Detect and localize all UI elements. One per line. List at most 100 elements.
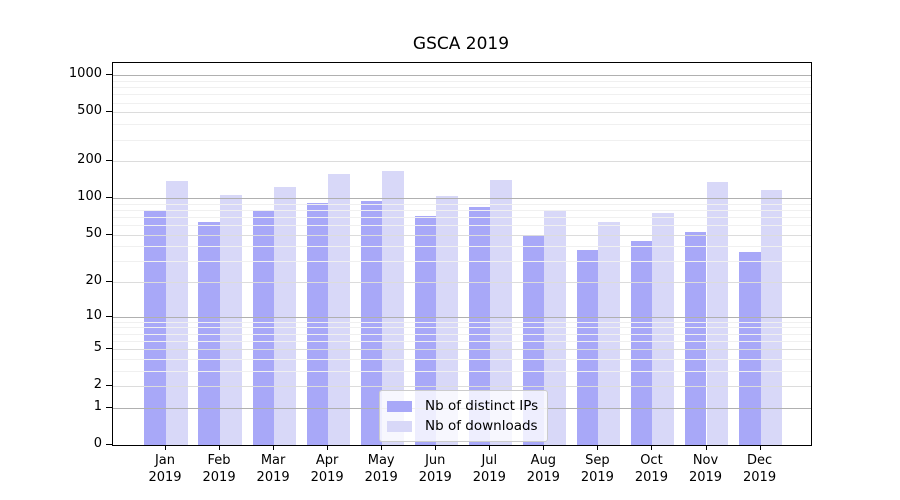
y-tick-500: [106, 111, 112, 113]
x-tick-label-nov-2019: Nov 2019: [688, 453, 723, 485]
x-tick-label-jun-2019: Jun 2019: [418, 453, 452, 485]
y-tick-label-20: 20: [85, 273, 102, 289]
legend-label-distinct-ips: Nb of distinct IPs: [425, 398, 539, 414]
gridline-500: [113, 112, 811, 114]
x-tick-label-sep-2019: Sep 2019: [580, 453, 614, 485]
y-tick-100: [106, 197, 112, 199]
minor-gridline-9: [113, 321, 811, 323]
y-tick-0: [106, 444, 112, 445]
legend-swatch-distinct-ips: [387, 400, 412, 412]
gridline-100: [113, 198, 811, 200]
x-tick-label-jul-2019: Jul 2019: [472, 453, 506, 485]
y-tick-label-0: 0: [93, 436, 102, 451]
x-tick-label-may-2019: May 2019: [364, 453, 398, 485]
minor-gridline-70: [113, 216, 811, 218]
y-tick-label-10: 10: [85, 307, 102, 323]
bar-apr-2019-downloads: [328, 173, 350, 445]
y-tick-label-200: 200: [77, 152, 102, 168]
x-tick-label-oct-2019: Oct 2019: [634, 453, 668, 485]
gridline-50: [113, 234, 811, 236]
x-tick-label-dec-2019: Dec 2019: [743, 453, 777, 485]
legend-item-distinct-ips: Nb of distinct IPs: [387, 396, 538, 416]
bar-nov-2019-downloads: [706, 182, 729, 445]
y-tick-label-1000: 1000: [68, 66, 102, 82]
minor-gridline-400: [113, 124, 811, 126]
minor-gridline-6: [113, 340, 811, 342]
bar-feb-2019-downloads: [220, 194, 242, 445]
y-tick-20: [106, 281, 112, 283]
bar-feb-2019-distinct-ips: [198, 222, 221, 445]
x-tick-sep-2019: [597, 445, 599, 450]
gridline-200: [113, 161, 811, 163]
y-tick-label-5: 5: [93, 340, 102, 356]
bar-sep-2019-downloads: [598, 221, 620, 445]
x-tick-feb-2019: [219, 445, 221, 450]
x-tick-jun-2019: [435, 445, 437, 450]
legend-swatch-downloads: [387, 420, 412, 432]
y-tick-1000: [106, 74, 112, 76]
plot-area: [112, 62, 812, 446]
minor-gridline-900: [113, 80, 811, 82]
x-tick-label-jan-2019: Jan 2019: [148, 453, 182, 485]
x-tick-label-mar-2019: Mar 2019: [256, 453, 290, 485]
bar-jul-2019-distinct-ips: [468, 206, 491, 445]
x-tick-label-apr-2019: Apr 2019: [310, 453, 344, 485]
x-tick-may-2019: [381, 445, 383, 450]
minor-gridline-300: [113, 139, 811, 141]
x-tick-dec-2019: [759, 445, 761, 450]
y-tick-10: [106, 315, 112, 317]
y-tick-1: [106, 406, 112, 408]
minor-gridline-700: [113, 94, 811, 96]
legend: Nb of distinct IPs Nb of downloads: [379, 390, 549, 442]
x-tick-nov-2019: [705, 445, 707, 450]
bar-apr-2019-distinct-ips: [306, 203, 329, 445]
y-tick-2: [106, 385, 112, 387]
bar-mar-2019-downloads: [274, 187, 296, 445]
bar-jun-2019-distinct-ips: [414, 216, 437, 445]
bar-dec-2019-distinct-ips: [738, 251, 761, 445]
y-tick-label-50: 50: [85, 225, 102, 241]
y-tick-label-1: 1: [93, 398, 102, 414]
minor-gridline-30: [113, 261, 811, 263]
grid-layer: [113, 63, 811, 445]
x-tick-jan-2019: [165, 445, 166, 450]
legend-label-downloads: Nb of downloads: [425, 418, 538, 434]
y-tick-50: [106, 233, 112, 235]
legend-item-downloads: Nb of downloads: [387, 416, 538, 436]
x-tick-oct-2019: [651, 445, 653, 450]
bar-oct-2019-distinct-ips: [630, 241, 653, 445]
minor-gridline-60: [113, 225, 811, 227]
minor-gridline-800: [113, 87, 811, 89]
x-tick-mar-2019: [273, 445, 275, 450]
y-tick-label-500: 500: [77, 103, 102, 119]
minor-gridline-7: [113, 333, 811, 335]
x-tick-label-feb-2019: Feb 2019: [202, 453, 236, 485]
gridline-5: [113, 349, 811, 351]
x-tick-apr-2019: [327, 445, 329, 450]
minor-gridline-40: [113, 246, 811, 248]
minor-gridline-80: [113, 209, 811, 211]
bar-may-2019-downloads: [382, 171, 404, 445]
gridline-2: [113, 386, 811, 388]
x-tick-aug-2019: [543, 445, 545, 450]
y-tick-200: [106, 160, 112, 162]
gridline-10: [113, 316, 811, 318]
minor-gridline-8: [113, 327, 811, 329]
bar-nov-2019-distinct-ips: [684, 231, 707, 445]
gridline-1000: [113, 75, 811, 77]
bar-sep-2019-distinct-ips: [576, 250, 599, 445]
minor-gridline-600: [113, 102, 811, 104]
bars-layer: [113, 63, 811, 445]
minor-gridline-3: [113, 370, 811, 372]
gridline-20: [113, 282, 811, 284]
y-tick-5: [106, 348, 112, 350]
y-tick-label-100: 100: [77, 189, 102, 205]
minor-gridline-90: [113, 203, 811, 205]
minor-gridline-4: [113, 358, 811, 360]
y-tick-label-2: 2: [93, 377, 102, 393]
x-tick-label-aug-2019: Aug 2019: [526, 453, 560, 485]
chart-title: GSCA 2019: [412, 34, 510, 54]
x-tick-jul-2019: [489, 445, 491, 450]
bar-jun-2019-downloads: [436, 195, 458, 445]
